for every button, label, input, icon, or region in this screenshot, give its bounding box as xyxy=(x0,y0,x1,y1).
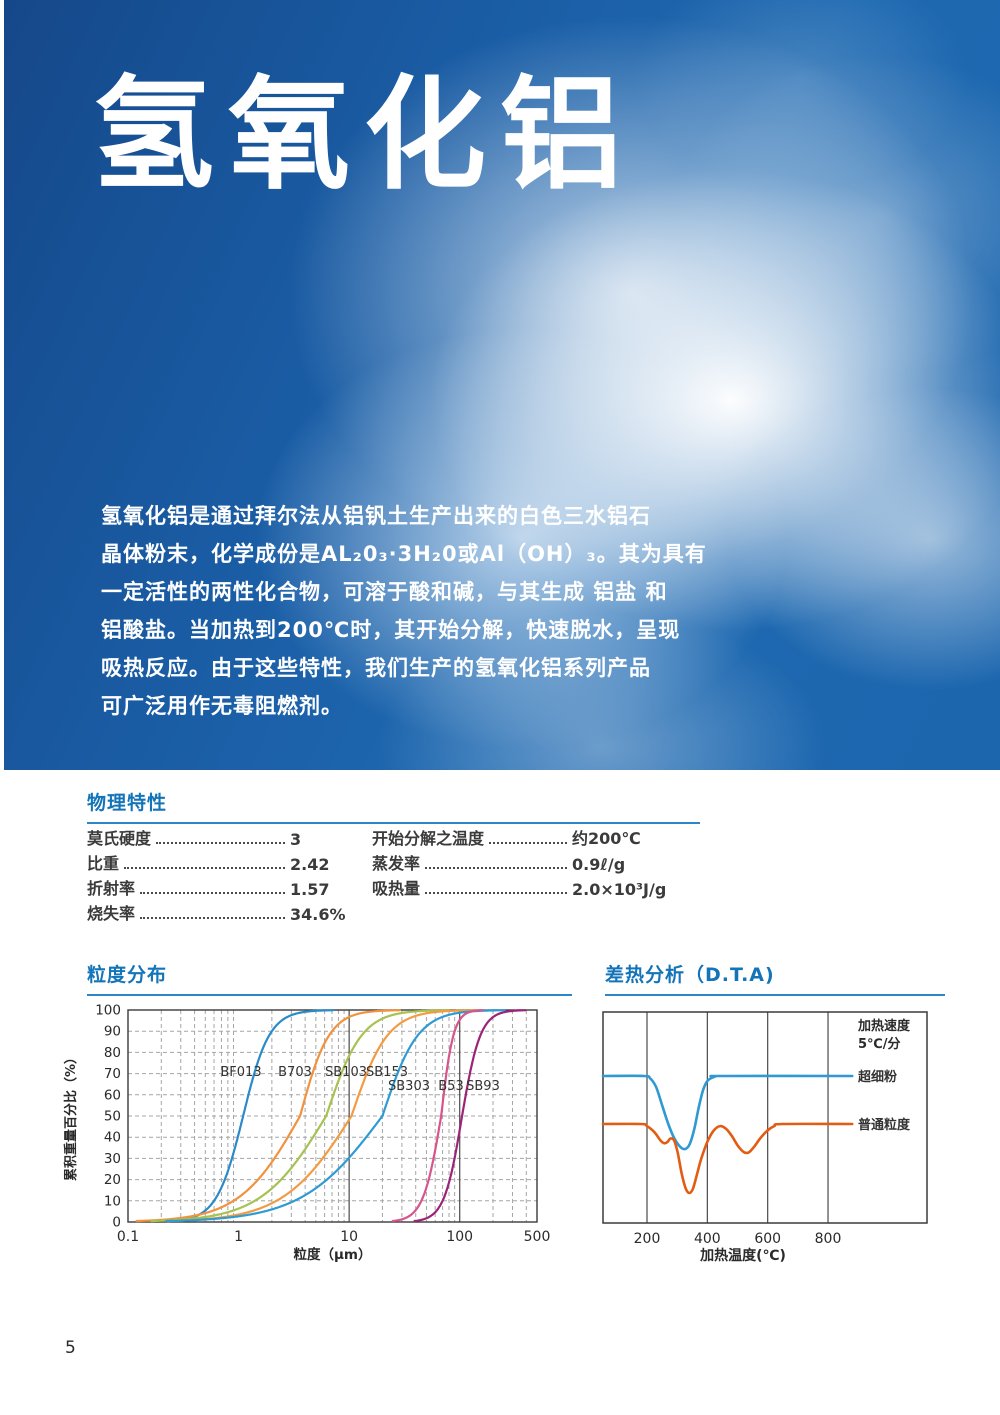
svg-text:90: 90 xyxy=(104,1024,121,1040)
psd-curve-SB103 xyxy=(150,1009,451,1223)
svg-text:0.1: 0.1 xyxy=(117,1229,139,1245)
svg-text:SB303: SB303 xyxy=(388,1079,430,1094)
svg-text:粒度（μm）: 粒度（μm） xyxy=(293,1246,371,1263)
property-label: 吸热量 xyxy=(372,879,421,898)
physical-properties-left-column: 莫氏硬度 3 比重 2.42 折射率 1.57 烧失率 34.6% xyxy=(87,824,346,924)
property-row: 吸热量 2.0×10³J/g xyxy=(372,874,672,899)
dotted-leader xyxy=(140,892,285,894)
particle-size-distribution-chart: 0 10 20 30 40 50 60 70 80 90 100 0.1 1 10 100 500 粒度（μm）… xyxy=(63,1003,550,1263)
svg-text:50: 50 xyxy=(104,1109,121,1125)
dotted-leader xyxy=(489,842,567,844)
hero-paragraph-line: 一定活性的两性化合物，可溶于酸和碱，与其生成 铝盐 和 xyxy=(101,580,668,604)
dotted-leader xyxy=(140,917,285,919)
psd-curve-B53 xyxy=(391,1009,484,1223)
psd-curve-SB93 xyxy=(413,1009,527,1223)
property-value: 1.57 xyxy=(290,880,330,899)
property-row: 开始分解之温度 约200℃ xyxy=(372,824,672,849)
svg-text:200: 200 xyxy=(634,1231,661,1247)
physical-properties-right-column: 开始分解之温度 约200℃ 蒸发率 0.9ℓ/g 吸热量 2.0×10³J/g xyxy=(372,824,672,924)
section-heading-physical: 物理特性 xyxy=(87,788,700,824)
svg-text:BF013: BF013 xyxy=(220,1065,261,1080)
svg-text:100: 100 xyxy=(95,1003,121,1019)
physical-properties-list: 莫氏硬度 3 比重 2.42 折射率 1.57 烧失率 34.6% 开始分解之温度 约200℃ 蒸… xyxy=(87,824,707,924)
property-row: 比重 2.42 xyxy=(87,849,342,874)
hero-paragraph-line: 铝酸盐。当加热到200℃时，其开始分解，快速脱水，呈现 xyxy=(101,618,681,642)
dta-curve-超细粉 xyxy=(601,1074,854,1151)
svg-text:70: 70 xyxy=(104,1066,121,1082)
svg-text:SB153: SB153 xyxy=(366,1065,408,1080)
property-value: 约200℃ xyxy=(572,829,641,848)
page-number: 5 xyxy=(65,1338,76,1358)
svg-text:B53: B53 xyxy=(438,1079,463,1094)
property-label: 比重 xyxy=(87,854,120,873)
hero-paragraph-line: 吸热反应。由于这些特性，我们生产的氢氧化铝系列产品 xyxy=(101,656,651,680)
svg-text:SB103: SB103 xyxy=(325,1065,367,1080)
property-label: 莫氏硬度 xyxy=(87,829,152,848)
svg-text:400: 400 xyxy=(694,1231,721,1247)
svg-text:100: 100 xyxy=(446,1229,473,1245)
property-value: 2.0×10³J/g xyxy=(572,880,667,899)
svg-text:20: 20 xyxy=(104,1172,121,1188)
svg-text:80: 80 xyxy=(104,1045,121,1061)
svg-text:30: 30 xyxy=(104,1151,121,1167)
property-row: 莫氏硬度 3 xyxy=(87,824,342,849)
property-row: 蒸发率 0.9ℓ/g xyxy=(372,849,672,874)
section-heading-dta: 差热分析（D.T.A) xyxy=(605,960,945,996)
hero-paragraph-line: 晶体粉末，化学成份是AL₂0₃·3H₂0或Al（OH）₃。其为具有 xyxy=(101,542,707,566)
svg-text:60: 60 xyxy=(104,1087,121,1103)
property-value: 0.9ℓ/g xyxy=(572,855,626,874)
dotted-leader xyxy=(425,892,567,894)
property-label: 蒸发率 xyxy=(372,854,421,873)
property-row: 烧失率 34.6% xyxy=(87,899,346,924)
hero-paragraph-line: 可广泛用作无毒阻燃剂。 xyxy=(101,694,343,718)
svg-text:500: 500 xyxy=(524,1229,550,1245)
page-title: 氢氧化铝 xyxy=(92,64,636,206)
svg-text:普通粒度: 普通粒度 xyxy=(858,1117,911,1133)
section-heading-psd: 粒度分布 xyxy=(87,960,572,996)
dotted-leader xyxy=(156,842,285,844)
svg-text:600: 600 xyxy=(754,1231,781,1247)
dotted-leader xyxy=(124,867,285,869)
property-value: 34.6% xyxy=(290,905,346,924)
svg-text:800: 800 xyxy=(815,1231,842,1247)
svg-text:5℃/分: 5℃/分 xyxy=(858,1036,901,1052)
property-label: 烧失率 xyxy=(87,904,136,923)
svg-text:1: 1 xyxy=(234,1229,243,1245)
hero-banner-image: 氢氧化铝 氢氧化铝是通过拜尔法从铝钒土生产出来的白色三水铝石晶体粉末，化学成份是… xyxy=(4,0,1000,770)
dotted-leader xyxy=(425,867,567,869)
svg-text:10: 10 xyxy=(340,1229,358,1245)
dta-curve-普通粒度 xyxy=(601,1122,854,1195)
property-label: 折射率 xyxy=(87,879,136,898)
svg-text:加热温度(℃): 加热温度(℃) xyxy=(699,1247,786,1264)
psd-curve-B703 xyxy=(135,1009,402,1223)
hero-paragraph-line: 氢氧化铝是通过拜尔法从铝钒土生产出来的白色三水铝石 xyxy=(101,504,651,528)
property-label: 开始分解之温度 xyxy=(372,829,485,848)
svg-text:40: 40 xyxy=(104,1130,121,1146)
svg-text:累积重量百分比（%）: 累积重量百分比（%） xyxy=(63,1051,79,1181)
psd-curve-SB303 xyxy=(165,1009,506,1223)
svg-text:超细粉: 超细粉 xyxy=(858,1069,897,1085)
property-value: 3 xyxy=(290,830,302,849)
hero-paragraph: 氢氧化铝是通过拜尔法从铝钒土生产出来的白色三水铝石晶体粉末，化学成份是AL₂0₃… xyxy=(101,497,707,725)
psd-curve-BF013 xyxy=(170,1009,335,1223)
property-row: 折射率 1.57 xyxy=(87,874,342,899)
svg-text:0: 0 xyxy=(112,1215,121,1231)
svg-text:10: 10 xyxy=(104,1193,121,1209)
svg-text:B703: B703 xyxy=(278,1065,312,1080)
property-value: 2.42 xyxy=(290,855,330,874)
svg-text:加热速度: 加热速度 xyxy=(857,1018,911,1034)
svg-text:SB93: SB93 xyxy=(466,1079,500,1094)
